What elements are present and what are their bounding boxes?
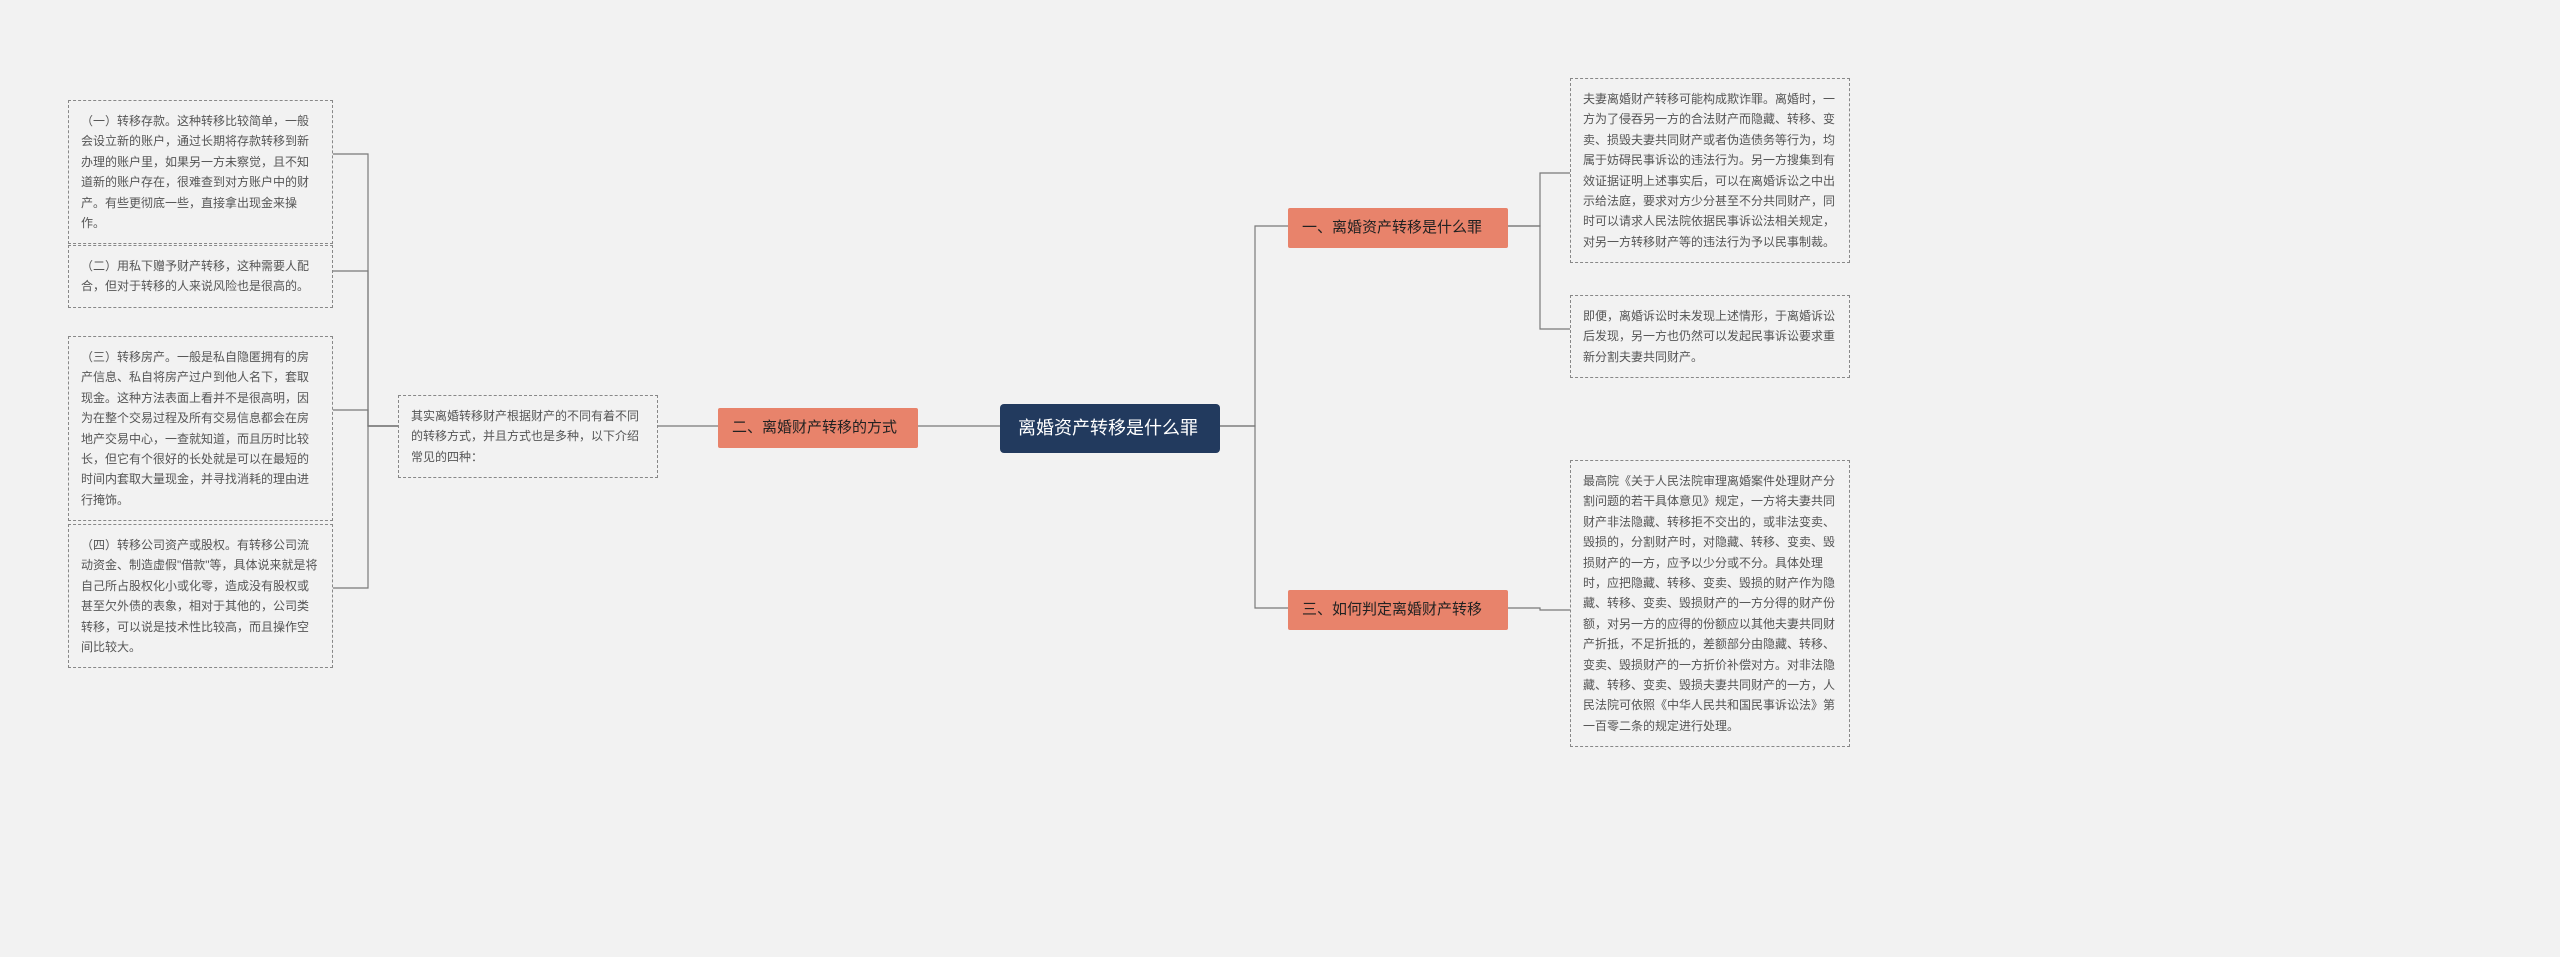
leaf-b2-3: （三）转移房产。一般是私自隐匿拥有的房产信息、私自将房产过户到他人名下，套取现金… [68, 336, 333, 521]
connector-layer [0, 0, 2560, 957]
root-node[interactable]: 离婚资产转移是什么罪 [1000, 404, 1220, 453]
leaf-b2-2: （二）用私下赠予财产转移，这种需要人配合，但对于转移的人来说风险也是很高的。 [68, 245, 333, 308]
branch-1[interactable]: 一、离婚资产转移是什么罪 [1288, 208, 1508, 248]
leaf-b2-intro: 其实离婚转移财产根据财产的不同有着不同的转移方式，并且方式也是多种，以下介绍常见… [398, 395, 658, 478]
leaf-b2-4: （四）转移公司资产或股权。有转移公司流动资金、制造虚假"借款"等，具体说来就是将… [68, 524, 333, 668]
leaf-b3-1: 最高院《关于人民法院审理离婚案件处理财产分割问题的若干具体意见》规定，一方将夫妻… [1570, 460, 1850, 747]
branch-2[interactable]: 二、离婚财产转移的方式 [718, 408, 918, 448]
leaf-b2-1: （一）转移存款。这种转移比较简单，一般会设立新的账户，通过长期将存款转移到新办理… [68, 100, 333, 244]
branch-3[interactable]: 三、如何判定离婚财产转移 [1288, 590, 1508, 630]
leaf-b1-1: 夫妻离婚财产转移可能构成欺诈罪。离婚时，一方为了侵吞另一方的合法财产而隐藏、转移… [1570, 78, 1850, 263]
leaf-b1-2: 即便，离婚诉讼时未发现上述情形，于离婚诉讼后发现，另一方也仍然可以发起民事诉讼要… [1570, 295, 1850, 378]
